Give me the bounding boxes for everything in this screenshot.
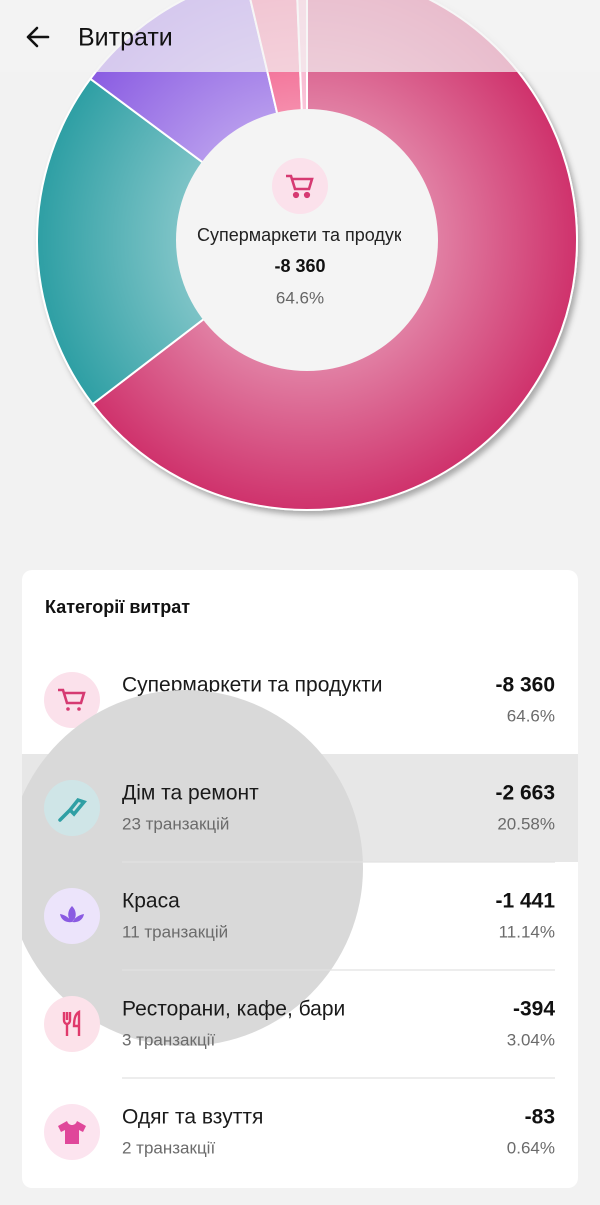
category-icon-bg xyxy=(44,996,100,1052)
transaction-count: 11 транзакцій xyxy=(122,922,228,941)
donut-hole xyxy=(176,109,438,371)
transaction-count: 3 транзакції xyxy=(122,1030,215,1049)
center-icon xyxy=(286,174,314,199)
category-icon xyxy=(58,688,86,711)
category-row[interactable]: Одяг та взуття 2 транзакції -83 0.64% xyxy=(44,1077,555,1160)
app-bar xyxy=(0,0,600,72)
category-name: Одяг та взуття xyxy=(122,1106,263,1129)
ripple xyxy=(22,690,363,1046)
back-button[interactable] xyxy=(26,26,50,48)
category-row[interactable]: Ресторани, кафе, бари 3 транзакції -394 3.0… xyxy=(44,969,555,1052)
screen-title: Витрати xyxy=(78,24,173,52)
category-amount: -83 xyxy=(525,1106,555,1129)
category-row[interactable]: Дім та ремонт 23 транзакцій -2 663 20.58% xyxy=(7,690,578,1046)
category-amount: -8 360 xyxy=(495,674,555,697)
category-list: Супермаркети та продукти38 транзакцій-8 … xyxy=(7,672,578,1160)
category-amount: -394 xyxy=(513,998,555,1021)
center-amount: -8 360 xyxy=(274,256,325,276)
transaction-count: 23 транзакцій xyxy=(122,814,229,833)
category-percent: 3.04% xyxy=(507,1030,555,1049)
transaction-count: 2 транзакції xyxy=(122,1138,215,1157)
category-amount: -2 663 xyxy=(495,782,555,805)
category-icon xyxy=(58,1121,86,1144)
category-name: Дім та ремонт xyxy=(122,782,259,805)
category-percent: 20.58% xyxy=(497,814,555,833)
category-name: Краса xyxy=(122,890,180,913)
category-icon-bg xyxy=(44,672,100,728)
category-amount: -1 441 xyxy=(495,890,555,913)
category-icon xyxy=(58,797,87,822)
category-percent: 64.6% xyxy=(507,706,555,725)
center-icon-bg xyxy=(272,158,328,214)
center-percent: 64.6% xyxy=(276,288,324,307)
category-row[interactable]: Краса 11 транзакцій -1 441 11.14% xyxy=(44,861,555,944)
category-name: Ресторани, кафе, бари xyxy=(122,998,345,1021)
card-title: Категорії витрат xyxy=(45,597,190,617)
category-percent: 0.64% xyxy=(507,1138,555,1157)
category-percent: 11.14% xyxy=(499,922,555,941)
category-icon xyxy=(62,1010,81,1036)
category-icon xyxy=(60,906,84,923)
center-category: Супермаркети та продукти xyxy=(197,225,420,245)
